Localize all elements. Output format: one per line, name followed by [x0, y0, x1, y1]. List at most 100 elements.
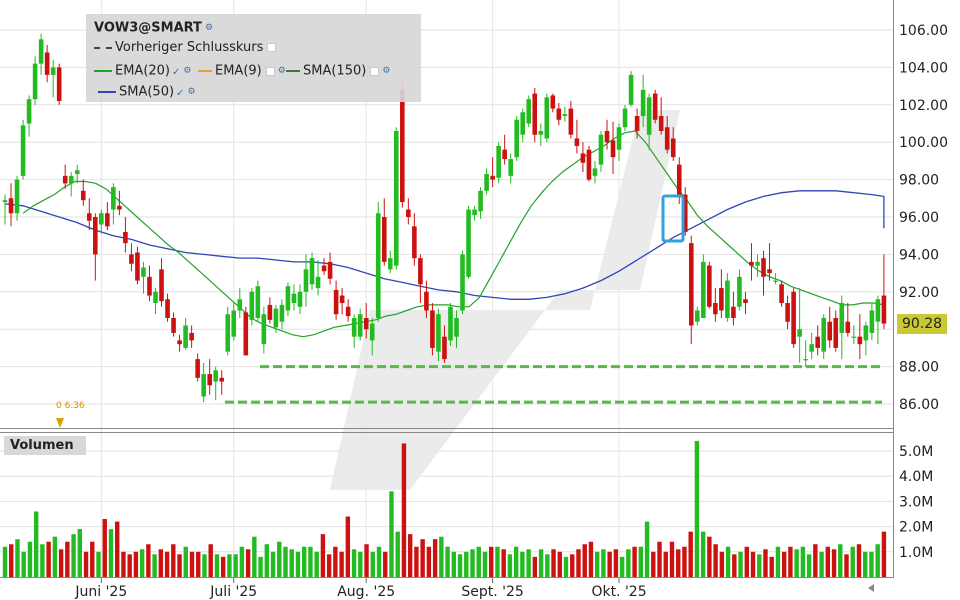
support-lines: [225, 365, 882, 404]
candle-body: [20, 125, 26, 176]
volume-bar: [632, 546, 637, 577]
candle-body: [309, 258, 315, 285]
volume-bar: [694, 440, 700, 577]
legend-prev-close[interactable]: Vorheriger Schlusskurs: [94, 38, 277, 58]
volume-bar: [295, 551, 301, 577]
checkbox-icon[interactable]: [370, 66, 380, 76]
candle-body: [195, 359, 200, 378]
checkbox-icon[interactable]: [267, 43, 277, 52]
candle-body: [381, 217, 387, 262]
settings-icon[interactable]: ⚙: [382, 66, 391, 76]
candle-body: [62, 175, 68, 184]
legend-sma50[interactable]: SMA(50) ✓ ⚙: [98, 82, 196, 102]
candle-body: [496, 145, 501, 178]
volume-bar: [513, 546, 519, 577]
candle-body: [375, 213, 381, 318]
candle-body: [731, 306, 736, 318]
volume-bar: [844, 554, 849, 577]
candle-body: [339, 295, 345, 304]
volume-bar: [576, 549, 581, 577]
volume-bar: [214, 554, 220, 577]
candle-body: [460, 254, 465, 311]
candle-body: [502, 149, 507, 160]
check-icon[interactable]: ✓: [176, 87, 185, 99]
volume-bar: [9, 544, 14, 577]
candle-body: [357, 314, 363, 337]
candle-body: [725, 280, 730, 318]
volume-bar: [171, 544, 176, 577]
scroll-arrow-icon[interactable]: [868, 584, 874, 592]
candle-body: [646, 97, 652, 135]
volume-bar: [220, 556, 226, 577]
volume-bar: [819, 551, 824, 577]
candle-body: [472, 209, 477, 216]
volume-bar: [881, 531, 887, 577]
volume-bar: [613, 549, 619, 577]
time-axis: Juni '25 Juli '25 Aug. '25 Sept. '25 Okt. '2…: [74, 577, 647, 600]
candle-body: [562, 114, 568, 117]
candle-body: [743, 299, 748, 304]
candle-body: [315, 276, 321, 289]
volume-bar: [46, 541, 51, 577]
candle-body: [664, 127, 670, 150]
candle-body: [387, 258, 393, 270]
volume-bar: [333, 546, 338, 577]
candle-body: [165, 299, 170, 318]
candle-body: [568, 108, 574, 135]
checkbox-icon[interactable]: [265, 66, 275, 76]
marker-label: 0 6.36: [56, 401, 85, 411]
settings-icon[interactable]: ⚙: [204, 23, 214, 33]
volume-bar: [146, 544, 151, 577]
check-icon[interactable]: ✓: [172, 66, 181, 78]
legend-symbol[interactable]: VOW3@SMART ⚙: [94, 18, 213, 38]
legend-ema20[interactable]: EMA(20) ✓ ⚙: [94, 61, 191, 81]
volume-bar: [2, 546, 8, 577]
legend-ema9[interactable]: EMA(9) ⚙: [198, 61, 286, 81]
candle-body: [851, 336, 857, 338]
volume-tick-label: 1.0M: [899, 545, 933, 561]
candle-body: [255, 286, 261, 318]
volume-bar: [407, 534, 413, 577]
volume-bar: [83, 551, 89, 577]
volume-bar: [27, 541, 33, 577]
candle-body: [845, 321, 851, 333]
volume-bar: [781, 551, 787, 577]
y-tick-label: 106.00: [899, 23, 948, 39]
candle-body: [857, 336, 863, 345]
volume-bar: [189, 551, 195, 577]
volume-bar: [395, 531, 400, 577]
candle-body: [279, 304, 285, 322]
volume-bar: [869, 551, 874, 577]
marker-arrow-icon[interactable]: [56, 418, 64, 428]
volume-bar: [320, 534, 326, 577]
candle-body: [478, 190, 483, 212]
candle-body: [363, 317, 369, 330]
candle-body: [610, 140, 616, 158]
legend-sma150[interactable]: SMA(150) ⚙: [286, 61, 390, 81]
volume-bar: [445, 546, 450, 577]
volume-bar: [651, 551, 656, 577]
candle-body: [803, 359, 808, 361]
candle-body: [86, 213, 92, 221]
volume-bar: [96, 551, 101, 577]
candle-body: [779, 284, 784, 304]
volume-bar: [738, 551, 743, 577]
candle-body: [273, 308, 279, 328]
settings-icon[interactable]: ⚙: [183, 66, 192, 76]
candle-body: [508, 159, 513, 176]
settings-icon[interactable]: ⚙: [277, 66, 286, 76]
volume-bar: [594, 551, 600, 577]
candle-body: [201, 374, 206, 397]
volume-bar: [688, 531, 693, 577]
candle-body: [556, 108, 562, 120]
candle-body: [532, 93, 538, 135]
volume-bar: [763, 549, 768, 577]
candle-body: [448, 306, 453, 341]
x-tick-label: Juni '25: [74, 584, 127, 600]
candle-body: [514, 119, 519, 158]
settings-icon[interactable]: ⚙: [187, 87, 196, 97]
volume-bar: [133, 551, 139, 577]
y-tick-label: 92.00: [899, 285, 939, 301]
volume-axis: 5.0M 4.0M 3.0M 2.0M 1.0M: [899, 444, 933, 561]
